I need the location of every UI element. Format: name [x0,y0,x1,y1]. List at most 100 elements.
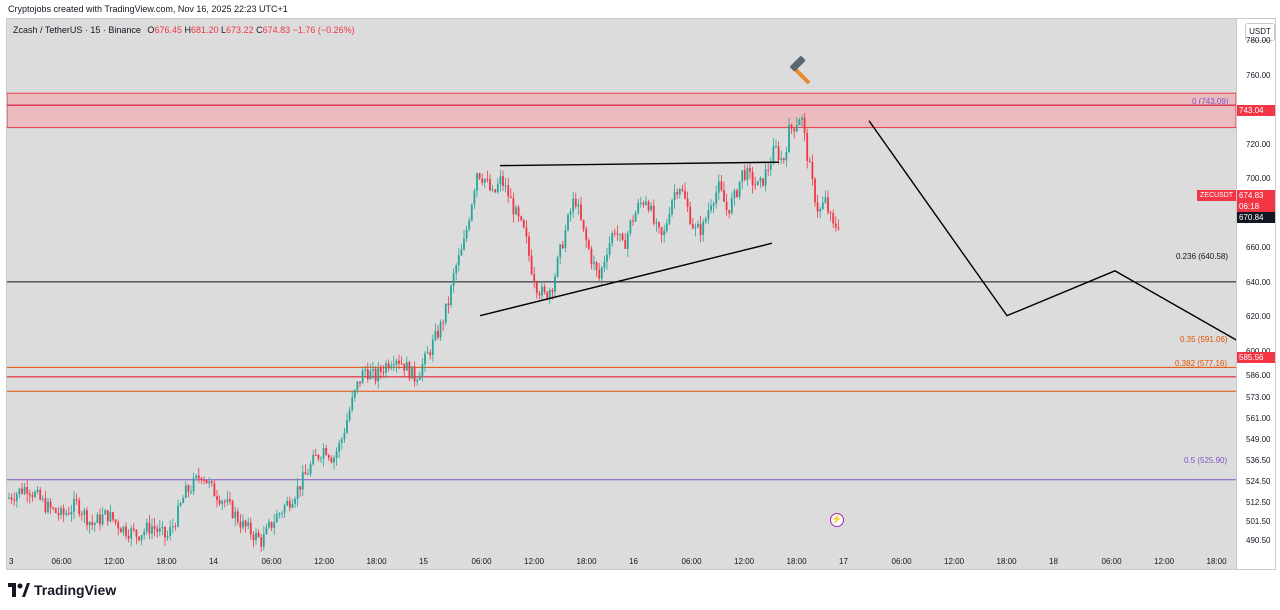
candle-body [379,367,382,373]
candle-body [756,181,759,186]
candle-body [156,528,159,532]
time-tick-label: 15 [419,557,428,566]
time-tick-label: 12:00 [944,557,965,566]
candle-body [190,491,192,493]
candle-body [707,210,710,219]
candle-body [385,363,387,373]
candle-body [377,367,380,382]
candle-body [47,501,49,513]
candle-body [140,535,143,541]
candle-body [463,238,465,250]
candle-body [333,458,335,463]
candle-body [242,520,244,528]
candle-body [177,505,179,527]
candle-body [151,526,153,534]
candle-body [301,472,304,490]
candle-body [416,379,419,382]
candle-body [678,189,681,195]
candle-body [746,168,749,180]
candle-body [710,205,712,211]
candle-body [738,181,741,197]
candle-body [548,290,551,299]
candle-body [15,493,18,501]
candle-body [317,455,320,459]
candle-body [413,366,416,382]
price-tick-label: 640.00 [1246,277,1271,287]
candle-body [31,495,34,497]
candle-body [197,475,200,479]
candle-body [754,184,757,186]
tradingview-logo-icon [8,583,30,597]
candle-body [470,204,473,221]
candle-body [101,514,104,525]
lightning-icon[interactable]: ⚡ [830,513,844,527]
legend-high-label: H [184,25,191,35]
candle-body [62,508,65,515]
candle-body [403,363,406,371]
candle-body [489,179,491,191]
candle-body [395,360,398,365]
candle-body [278,513,281,515]
candle-body [330,458,333,463]
candle-body [356,381,359,390]
candle-body [112,512,114,520]
candle-body [281,512,283,514]
time-axis[interactable]: 3 06:00 12:00 18:00 14 06:00 12:00 18:00 15 06:00… [7,552,1236,569]
candle-body [382,372,385,374]
candle-body [697,223,699,228]
chart-area[interactable]: Zcash / TetherUS · 15 · Binance O676.45 … [6,18,1276,570]
currency-button[interactable]: USDT [1245,23,1275,41]
candle-body [52,507,55,509]
candle-body [203,479,205,481]
price-axis[interactable]: USDT 780.00760.00740.00720.00700.00680.0… [1236,19,1275,569]
last-price-tag: 674.83 [1237,190,1275,201]
candle-body [660,227,663,235]
candle-body [252,534,255,541]
candle-body [785,152,788,161]
candle-body [572,198,575,212]
candle-body [775,146,777,148]
legend-close: 674.83 [262,25,291,35]
candle-body [104,510,107,515]
candle-body [551,290,554,292]
legend-symbol: Zcash / TetherUS · 15 · Binance [13,25,141,35]
candle-body [626,233,629,249]
candle-body [832,213,835,224]
candle-body [314,454,317,456]
candle-body [585,229,588,241]
candle-body [769,163,772,170]
candle-body [491,189,494,191]
candle-body [699,223,702,235]
candlestick-chart[interactable] [7,19,1276,570]
candle-body [374,368,377,382]
candle-body [595,262,598,270]
time-tick-label: 16 [629,557,638,566]
candle-body [741,170,744,182]
candle-body [405,362,408,371]
candle-body [704,218,707,223]
candle-body [91,522,94,525]
candle-body [782,158,785,161]
candle-body [70,511,73,515]
candle-body [437,330,439,338]
candle-body [457,255,460,266]
support-price-tag: 585.56 [1237,352,1275,363]
candle-body [34,492,36,497]
candle-body [603,261,606,268]
candle-body [483,179,486,183]
candle-body [213,483,216,497]
candle-body [208,481,211,484]
candle-body [691,224,694,229]
candle-body [127,535,130,539]
candle-body [460,249,463,256]
candle-body [554,276,556,292]
candle-body [577,204,580,207]
candle-body [106,510,109,522]
candle-body [824,197,827,203]
candle-body [650,205,653,211]
candle-body [169,527,172,537]
fib-label-035: 0.35 (591.06) [1180,335,1228,344]
candle-body [793,128,796,132]
candle-body [231,501,234,518]
time-tick-label: 18:00 [1206,557,1227,566]
